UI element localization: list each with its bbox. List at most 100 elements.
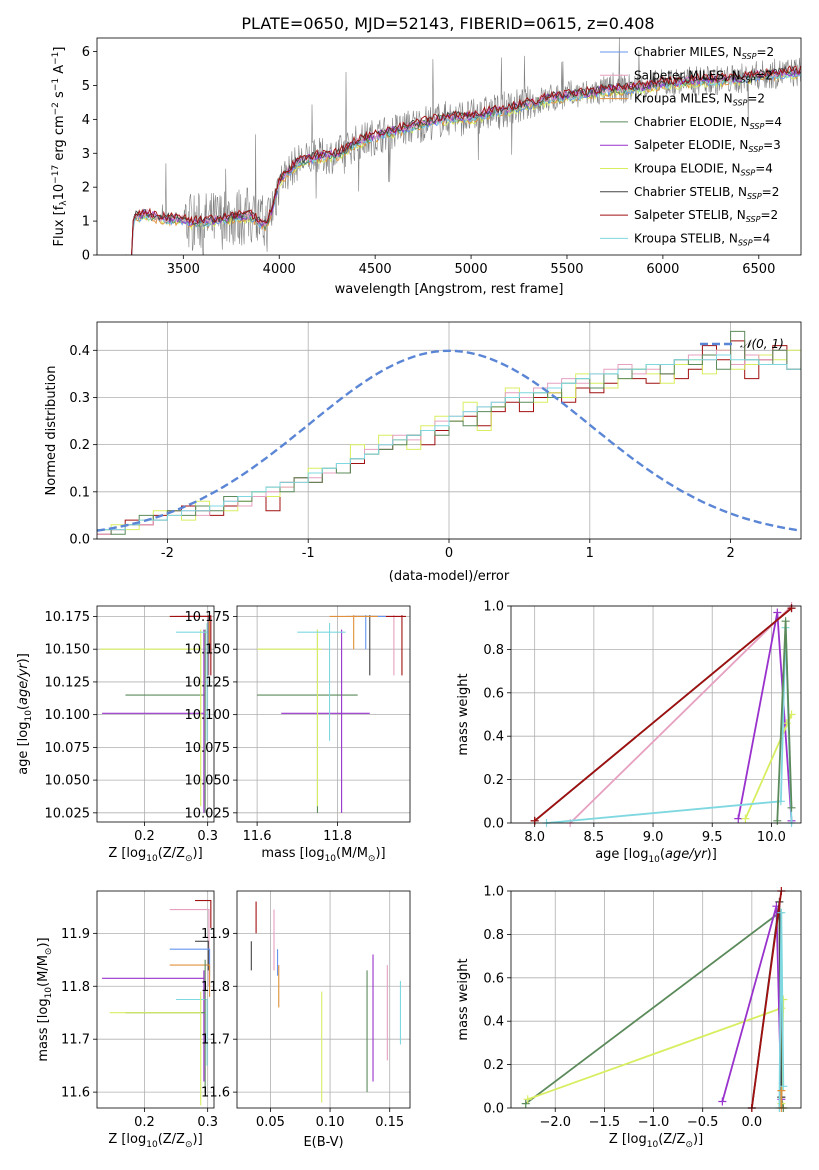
x-axis-label: E(B-V) <box>303 1135 343 1150</box>
histogram-kroupa-elodie <box>97 349 801 531</box>
y-tick-label: 0.8 <box>483 928 504 943</box>
x-tick-label: 2 <box>726 546 734 561</box>
data-point-chabrier-miles <box>345 615 386 650</box>
weight-line-salpeter-stelib <box>750 890 783 1109</box>
weight-marker <box>521 1099 530 1108</box>
data-point-kroupa-miles <box>169 964 211 997</box>
weight-marker <box>718 1097 727 1106</box>
weight-marker <box>523 1095 532 1104</box>
x-tick-label: -2 <box>161 546 174 561</box>
x-axis-label: Z [log10(Z/Z⊙)] <box>108 1132 202 1150</box>
y-tick-label: 10.025 <box>185 806 231 821</box>
x-tick-label: 6000 <box>646 262 679 277</box>
y-tick-label: 10.075 <box>45 741 91 756</box>
y-tick-label: 10.150 <box>45 643 91 658</box>
x-tick-label: 0.3 <box>197 829 218 844</box>
y-axis-label: mass [log10(M/M⊙)] <box>36 937 54 1061</box>
y-axis-label: mass weight <box>456 958 471 1040</box>
y-tick-label: 10.050 <box>185 774 231 789</box>
data-point-chabrier-elodie <box>257 629 358 813</box>
mass-weight-vs-z-axes: −2.0 −1.5 −1.0 −0.5 0.0 0.0 0.2 0.4 0.6 0.8 1.0 Z [… <box>456 885 802 1150</box>
y-axis-label: age [log10(age/yr)] <box>16 653 34 775</box>
weight-marker <box>787 803 796 812</box>
x-tick-label: 4000 <box>263 262 296 277</box>
weight-line-salpeter-miles <box>569 605 793 824</box>
weight-marker <box>787 604 796 613</box>
weight-line-chabrier-elodie <box>525 910 785 1109</box>
axes-frame <box>236 605 411 823</box>
data-point-kroupa-elodie <box>257 629 322 807</box>
x-tick-label: 1 <box>586 546 594 561</box>
y-axis-label: Normed distribution <box>44 366 59 496</box>
y-tick-label: 0.4 <box>483 730 504 745</box>
data-point-kroupa-stelib <box>297 623 346 741</box>
y-tick-label: 10.175 <box>45 610 91 625</box>
age-vs-mass-axes: 11.6 11.8 10.025 10.050 10.075 10.100 10.125 10… <box>185 605 411 864</box>
weight-marker <box>734 814 743 823</box>
x-axis-label: Z [log10(Z/Z⊙)] <box>609 1132 703 1150</box>
y-tick-label: 10.100 <box>45 708 91 723</box>
x-tick-label: 0.05 <box>256 1115 285 1130</box>
x-tick-label: 0.3 <box>197 1115 218 1130</box>
y-tick-label: 0.2 <box>483 1058 504 1073</box>
axes-frame <box>96 890 215 1109</box>
y-tick-label: 0.8 <box>483 643 504 658</box>
histogram-chabrier-elodie <box>97 330 801 535</box>
x-tick-label: −1.0 <box>638 1115 670 1130</box>
data-point-salpeter-elodie <box>281 629 370 813</box>
spectrum-axes: 3500 4000 4500 5000 5500 6000 6500 0 1 2 3 4 5 6 Chabr… <box>51 37 802 297</box>
data-point-chabrier-elodie <box>125 959 206 1093</box>
weight-marker <box>530 816 539 825</box>
y-tick-label: 0.0 <box>483 817 504 832</box>
y-tick-label: 10.050 <box>45 774 91 789</box>
legend-label: 𝒩(0, 1) <box>740 337 784 351</box>
data-point-salpeter-stelib <box>385 615 406 676</box>
y-tick-label: 10.075 <box>185 741 231 756</box>
y-tick-label: 0.0 <box>483 1102 504 1117</box>
x-tick-label: 0.2 <box>134 829 155 844</box>
age-vs-z-axes: 0.2 0.3 10.025 10.050 10.075 10.100 10.125 10.1… <box>16 605 218 864</box>
model-spectrum-salpeter-stelib <box>125 65 801 255</box>
y-tick-label: 0.0 <box>69 533 90 548</box>
axes-frame <box>510 605 802 824</box>
x-tick-label: 6500 <box>742 262 775 277</box>
histogram-kroupa-stelib <box>97 354 801 531</box>
legend-label: Kroupa STELIB, NSSP=4 <box>634 231 770 247</box>
y-tick-label: 0.4 <box>483 1015 504 1030</box>
axes-frame <box>96 321 802 540</box>
weight-marker <box>777 908 786 917</box>
y-tick-label: 11.7 <box>61 1033 90 1048</box>
residuals-axes: -2 -1 0 1 2 0.0 0.1 0.2 0.3 0.4 𝒩(0, 1) (data-model… <box>44 321 802 584</box>
axes-frame <box>96 37 802 256</box>
x-tick-label: 0.10 <box>316 1115 345 1130</box>
legend-label: Kroupa ELODIE, NSSP=4 <box>634 162 773 178</box>
weight-marker <box>773 608 782 617</box>
axes-frame <box>236 890 411 1109</box>
weight-marker <box>781 617 790 626</box>
data-point-kroupa-stelib <box>176 623 208 741</box>
x-tick-label: 0 <box>445 546 453 561</box>
y-tick-label: 10.125 <box>45 675 91 690</box>
observed-spectrum <box>132 38 801 255</box>
y-tick-label: 5 <box>82 79 90 94</box>
axes-frame <box>96 605 215 823</box>
data-point-salpeter-miles <box>377 615 402 676</box>
data-point-chabrier-stelib <box>353 615 386 676</box>
y-tick-label: 0.1 <box>69 485 90 500</box>
x-tick-label: -1 <box>302 546 315 561</box>
x-tick-label: 10.0 <box>757 830 786 845</box>
x-tick-label: 3500 <box>167 262 200 277</box>
x-tick-label: −0.5 <box>687 1115 719 1130</box>
legend-label: Salpeter STELIB, NSSP=2 <box>634 208 778 224</box>
x-tick-label: 9.5 <box>702 830 723 845</box>
y-tick-label: 1.0 <box>483 885 504 900</box>
y-tick-label: 11.8 <box>61 980 90 995</box>
y-tick-label: 11.6 <box>61 1086 90 1101</box>
x-tick-label: 11.6 <box>243 829 272 844</box>
axes-frame <box>510 890 802 1109</box>
y-tick-label: 6 <box>82 45 90 60</box>
data-point-kroupa-elodie <box>100 629 202 807</box>
y-tick-label: 10.100 <box>185 708 231 723</box>
x-tick-label: 4500 <box>359 262 392 277</box>
mass-vs-z-axes: 0.2 0.3 11.6 11.7 11.8 11.9 Z [log10(Z/Z⊙)] mas… <box>36 890 218 1150</box>
